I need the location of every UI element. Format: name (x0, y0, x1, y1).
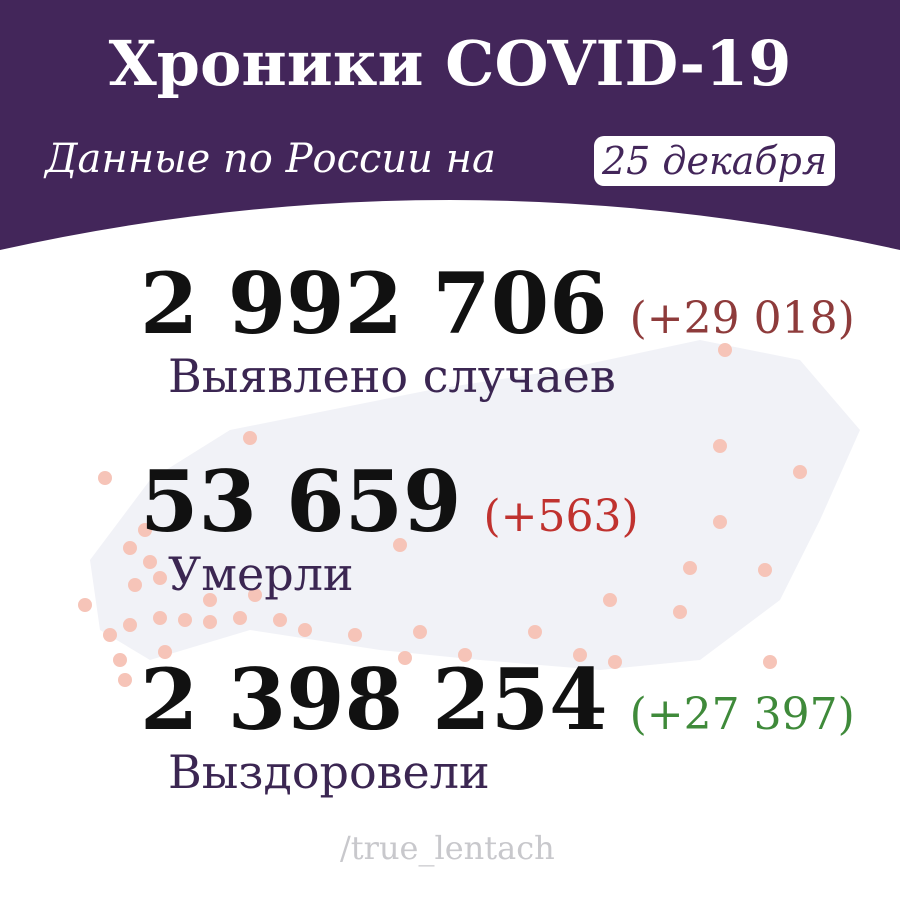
case-dot (203, 615, 217, 629)
case-dot (673, 605, 687, 619)
recovered-row: 2 398 254 (+27 397) (140, 658, 855, 742)
cases-delta: (+29 018) (629, 293, 855, 344)
recovered-value: 2 398 254 (140, 650, 608, 749)
case-dot (758, 563, 772, 577)
case-dot (138, 523, 152, 537)
date-badge: 25 декабря (594, 136, 836, 186)
cases-label: Выявлено случаев (168, 349, 616, 403)
case-dot (348, 628, 362, 642)
header-background (0, 0, 900, 250)
case-dot (128, 578, 142, 592)
case-dot (458, 648, 472, 662)
case-dot (398, 651, 412, 665)
case-dot (248, 588, 262, 602)
case-dot (118, 673, 132, 687)
header-banner: Хроники COVID-19 Данные по России на 25 … (0, 0, 900, 260)
case-dot (573, 648, 587, 662)
case-dot (178, 613, 192, 627)
case-dot (153, 571, 167, 585)
case-dot (298, 623, 312, 637)
case-dot (103, 628, 117, 642)
cases-value: 2 992 706 (140, 254, 608, 353)
case-dot (123, 618, 137, 632)
case-dot (713, 439, 727, 453)
case-dot (78, 598, 92, 612)
case-dot (153, 611, 167, 625)
case-dot (683, 561, 697, 575)
case-dot (203, 593, 217, 607)
deaths-value: 53 659 (140, 452, 462, 551)
case-dot (793, 465, 807, 479)
case-dot (113, 653, 127, 667)
case-dot (143, 555, 157, 569)
case-dot (158, 645, 172, 659)
subtitle: Данные по России на (45, 136, 496, 182)
deaths-row: 53 659 (+563) (140, 460, 639, 544)
case-dot (603, 593, 617, 607)
case-dot (243, 431, 257, 445)
case-dot (233, 611, 247, 625)
case-dot (763, 655, 777, 669)
case-dot (413, 625, 427, 639)
case-dot (393, 538, 407, 552)
case-dot (273, 613, 287, 627)
deaths-delta: (+563) (483, 491, 639, 542)
page-title: Хроники COVID-19 (108, 27, 792, 100)
case-dot (528, 625, 542, 639)
recovered-label: Выздоровели (168, 745, 490, 799)
recovered-delta: (+27 397) (629, 689, 855, 740)
case-dot (718, 343, 732, 357)
case-dot (713, 515, 727, 529)
credit: /true_lentach (340, 829, 555, 867)
case-dot (98, 471, 112, 485)
case-dot (608, 655, 622, 669)
case-dot (123, 541, 137, 555)
cases-row: 2 992 706 (+29 018) (140, 262, 855, 346)
deaths-label: Умерли (168, 547, 354, 601)
russia-map-icon (78, 340, 860, 687)
